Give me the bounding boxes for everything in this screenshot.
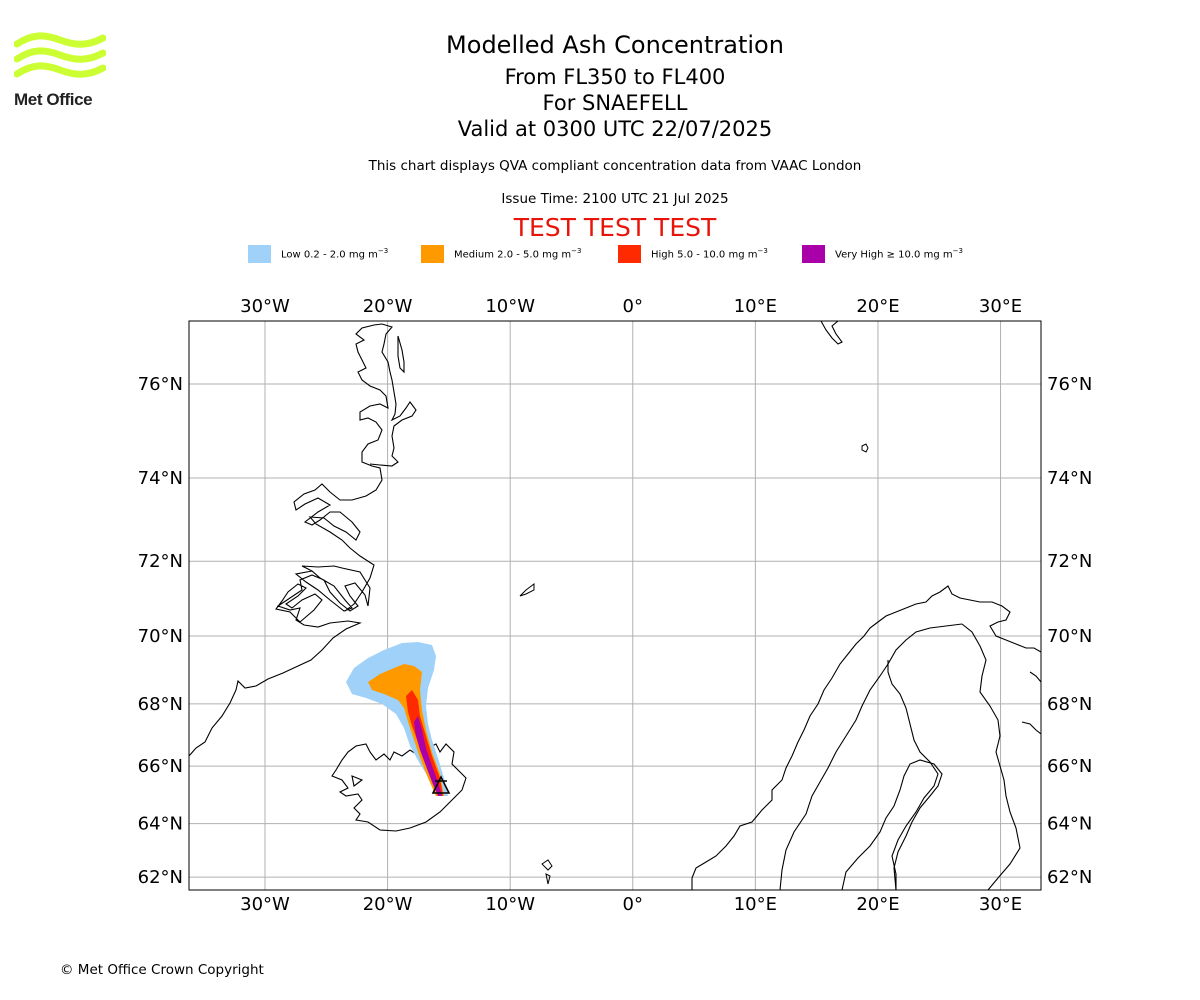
- lon-tick-label-top: 10°W: [485, 296, 535, 317]
- legend-swatch-low: [248, 245, 271, 263]
- faroe-islands-coastline: [541, 859, 553, 885]
- iceland-coastline: [331, 743, 467, 832]
- lon-tick-label-top: 30°E: [979, 296, 1022, 317]
- lat-tick-label-left: 64°N: [138, 814, 183, 835]
- legend-swatch-medium: [421, 245, 444, 263]
- volcano-triangle-icon: [431, 775, 451, 794]
- legend-item-high: High 5.0 - 10.0 mg m−3: [618, 244, 768, 264]
- met-office-waves-logo-icon: [14, 32, 106, 78]
- lat-tick-label-right: 68°N: [1047, 694, 1092, 715]
- sweden-finland-border: [887, 660, 939, 890]
- lat-tick-label-right: 70°N: [1047, 626, 1092, 647]
- lat-tick-label-right: 66°N: [1047, 756, 1092, 777]
- lon-tick-label-top: 20°W: [363, 296, 413, 317]
- lon-tick-label-top: 20°E: [856, 296, 899, 317]
- chart-title: Modelled Ash Concentration: [446, 31, 784, 59]
- legend-item-low: Low 0.2 - 2.0 mg m−3: [248, 244, 388, 264]
- legend-item-very-high: Very High ≥ 10.0 mg m−3: [802, 244, 963, 264]
- valid-time: Valid at 0300 UTC 22/07/2025: [457, 117, 773, 141]
- legend-swatch-high: [618, 245, 641, 263]
- lat-tick-label-right: 74°N: [1047, 468, 1092, 489]
- kola-coastline: [1021, 671, 1041, 735]
- lat-tick-label-left: 76°N: [138, 374, 183, 395]
- copyright: © Met Office Crown Copyright: [60, 962, 264, 978]
- lat-tick-label-left: 68°N: [138, 694, 183, 715]
- lat-tick-label-left: 72°N: [138, 551, 183, 572]
- volcano-name: For SNAEFELL: [542, 91, 688, 115]
- ash-very-high-region: [414, 716, 442, 796]
- flight-levels: From FL350 to FL400: [504, 65, 726, 89]
- lon-tick-label-bottom: 20°W: [363, 894, 413, 915]
- lon-tick-label-bottom: 30°W: [240, 894, 290, 915]
- met-office-logo: Met Office: [14, 30, 110, 112]
- test-banner: TEST TEST TEST: [513, 213, 717, 242]
- issue-time: Issue Time: 2100 UTC 21 Jul 2025: [501, 191, 729, 207]
- greenland-coastline: [189, 323, 417, 757]
- lon-tick-label-top: 10°E: [734, 296, 777, 317]
- jan-mayen-coastline: [519, 583, 535, 597]
- legend: Low 0.2 - 2.0 mg m−3 Medium 2.0 - 5.0 mg…: [0, 244, 1200, 264]
- scandinavia-coastline: [691, 585, 1041, 890]
- lat-tick-label-left: 66°N: [138, 756, 183, 777]
- norway-sweden-border: [779, 623, 963, 890]
- lon-tick-label-top: 30°W: [240, 296, 290, 317]
- map-frame: [188, 320, 1042, 891]
- tick-labels: 30°W 30°W 20°W 20°W 10°W 10°W 0° 0° 10°E 10°E 20°E…: [138, 296, 1093, 915]
- legend-item-medium: Medium 2.0 - 5.0 mg m−3: [421, 244, 581, 264]
- svalbard-coastline: [820, 321, 843, 345]
- logo-text: Met Office: [14, 90, 93, 109]
- lat-tick-label-right: 62°N: [1047, 867, 1092, 888]
- legend-label-high: High 5.0 - 10.0 mg m−3: [651, 247, 768, 261]
- legend-label-medium: Medium 2.0 - 5.0 mg m−3: [454, 247, 582, 261]
- lat-tick-label-right: 72°N: [1047, 551, 1092, 572]
- lon-tick-label-bottom: 0°: [623, 894, 643, 915]
- bear-island-coastline: [861, 443, 869, 453]
- lon-tick-label-bottom: 10°W: [485, 894, 535, 915]
- lat-tick-label-left: 74°N: [138, 468, 183, 489]
- gulf-of-bothnia-coastline: [841, 759, 943, 890]
- lon-tick-label-bottom: 10°E: [734, 894, 777, 915]
- lat-tick-label-left: 62°N: [138, 867, 183, 888]
- legend-swatch-very-high: [802, 245, 825, 263]
- legend-label-very-high: Very High ≥ 10.0 mg m−3: [835, 247, 963, 261]
- finland-russia-border: [961, 623, 1021, 890]
- lat-tick-label-left: 70°N: [138, 626, 183, 647]
- lat-tick-label-right: 64°N: [1047, 814, 1092, 835]
- lon-tick-label-bottom: 30°E: [979, 894, 1022, 915]
- lat-tick-label-right: 76°N: [1047, 374, 1092, 395]
- legend-label-low: Low 0.2 - 2.0 mg m−3: [281, 247, 389, 261]
- qva-note: This chart displays QVA compliant concen…: [368, 158, 862, 174]
- map-content: [189, 321, 1041, 890]
- lon-tick-label-bottom: 20°E: [856, 894, 899, 915]
- lon-tick-label-top: 0°: [623, 296, 643, 317]
